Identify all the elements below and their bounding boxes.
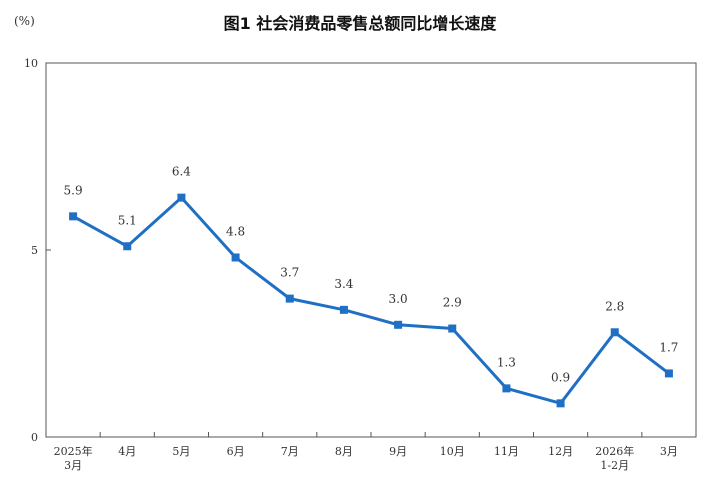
x-tick-label: 10月 [440, 445, 465, 458]
data-point [231, 253, 240, 262]
data-label: 6.4 [172, 165, 191, 179]
data-point [177, 193, 186, 202]
data-label: 5.9 [64, 183, 83, 197]
x-tick-label: 6月 [227, 445, 245, 458]
data-point [556, 399, 565, 408]
y-tick-label: 10 [24, 57, 38, 70]
data-label: 1.7 [659, 340, 678, 354]
x-tick-label: 2026年 1-2月 [595, 444, 634, 472]
data-label: 5.1 [118, 213, 137, 227]
data-point [610, 328, 619, 337]
data-label: 0.9 [551, 370, 570, 384]
x-tick-label: 12月 [548, 445, 573, 458]
x-tick-label: 8月 [335, 445, 353, 458]
data-label: 1.3 [497, 355, 516, 369]
data-point [339, 305, 348, 314]
data-label: 3.4 [334, 277, 353, 291]
data-label: 3.0 [389, 292, 408, 306]
data-point [448, 324, 457, 333]
data-point [664, 369, 673, 378]
data-labels: 5.9 5.1 6.4 4.8 3.7 3.4 3.0 2.9 1.3 0.9 2.8 1.7 [64, 165, 679, 385]
x-tick-label: 7月 [281, 445, 299, 458]
data-label: 3.7 [280, 266, 299, 280]
y-axis-unit-label: (%) [14, 14, 35, 28]
data-label: 2.8 [605, 299, 624, 313]
chart-title: 图1 社会消费品零售总额同比增长速度 [223, 14, 497, 33]
plot-frame [45, 62, 697, 438]
data-point [123, 242, 132, 251]
y-tick-label: 0 [31, 431, 38, 444]
data-point [394, 320, 403, 329]
x-tick-label: 2025年 3月 [54, 444, 93, 472]
data-label: 4.8 [226, 224, 245, 238]
x-tick-label: 5月 [172, 445, 190, 458]
x-tick-label: 4月 [118, 445, 136, 458]
y-tick-label: 5 [31, 244, 38, 257]
series-line [72, 196, 670, 405]
data-point [502, 384, 511, 393]
data-point [69, 212, 78, 221]
x-axis: 2025年 3月 4月 5月 6月 7月 8月 9月 10月 11月 12月 2026年 1-2月 3月 [54, 432, 678, 472]
x-tick-label: 3月 [660, 445, 678, 458]
data-markers [69, 193, 673, 408]
x-tick-label: 11月 [494, 445, 519, 458]
y-axis: 0 5 10 [24, 57, 51, 444]
data-label: 2.9 [443, 296, 462, 310]
data-point [285, 294, 294, 303]
x-tick-label: 9月 [389, 445, 407, 458]
